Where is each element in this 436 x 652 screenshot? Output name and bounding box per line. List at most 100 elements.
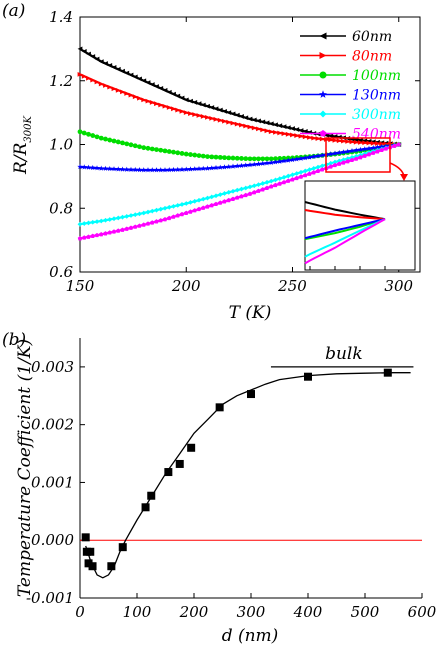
data-point-marker <box>345 139 351 144</box>
data-point-marker <box>205 204 210 209</box>
panel-b-x-tick-label: 200 <box>179 603 209 621</box>
data-point-marker <box>124 141 130 147</box>
panel-b-y-tick-label: 0.000 <box>31 531 74 549</box>
data-point-marker <box>107 562 116 571</box>
data-point-marker <box>77 163 83 170</box>
data-point-marker <box>281 179 287 185</box>
data-point-marker <box>247 390 255 399</box>
data-point-marker <box>86 131 91 137</box>
data-point-marker <box>375 141 380 146</box>
panel-b-x-ticks: 0 100 200 300 400 500 600 <box>75 593 436 621</box>
panel-a-y-ticks: 0.6 0.8 1.0 1.2 1.4 <box>49 8 420 281</box>
data-point-marker <box>332 159 338 165</box>
data-point-marker <box>132 212 138 218</box>
data-point-marker <box>213 154 219 160</box>
data-point-marker <box>358 154 363 160</box>
data-point-marker <box>137 223 142 228</box>
data-point-marker <box>273 129 278 135</box>
data-point-marker <box>332 150 338 156</box>
data-point-marker <box>256 118 261 124</box>
data-point-marker <box>345 148 351 154</box>
legend-item: 130nm <box>300 88 401 104</box>
data-point-marker <box>200 165 206 171</box>
data-point-marker <box>98 231 104 237</box>
data-point-marker <box>290 132 295 138</box>
data-point-marker <box>217 192 223 198</box>
data-point-marker <box>222 108 227 114</box>
data-point-marker <box>179 151 185 156</box>
data-point-marker <box>200 196 206 202</box>
series-line <box>79 47 399 146</box>
data-point-marker <box>107 137 113 143</box>
data-point-marker <box>111 138 117 144</box>
data-point-marker <box>273 182 278 188</box>
data-point-marker <box>128 213 134 218</box>
data-point-marker <box>162 217 168 222</box>
data-point-marker <box>175 459 184 468</box>
data-point-marker <box>302 172 308 178</box>
data-point-marker <box>145 98 151 104</box>
data-point-marker <box>166 166 172 173</box>
data-point-marker <box>230 196 236 201</box>
data-point-marker <box>98 165 104 171</box>
data-point-marker <box>234 163 240 169</box>
data-point-marker <box>222 155 227 161</box>
panel-a-x-tick-label: 200 <box>171 277 201 295</box>
series-line <box>79 143 400 226</box>
panel-a-y-axis-label-main: R/R <box>11 142 31 175</box>
data-point-marker <box>243 156 249 162</box>
series-540nm <box>77 142 402 241</box>
panel-b-x-tick-label: 300 <box>237 603 266 621</box>
data-point-marker <box>98 59 104 65</box>
data-point-marker <box>115 139 121 145</box>
data-point-marker <box>137 95 142 101</box>
data-point-marker <box>285 178 291 183</box>
data-point-marker <box>154 101 159 107</box>
data-point-marker <box>272 159 279 165</box>
data-point-marker <box>209 115 215 121</box>
panel-b-y-tick-label: 0.003 <box>31 358 74 376</box>
data-point-marker <box>200 102 206 108</box>
data-point-marker <box>298 174 304 179</box>
data-point-marker <box>243 162 249 168</box>
data-point-marker <box>162 167 168 173</box>
data-point-marker <box>196 206 202 212</box>
data-point-marker <box>379 143 385 150</box>
data-point-marker <box>166 89 172 95</box>
data-point-marker <box>213 201 219 207</box>
data-point-marker <box>183 166 189 172</box>
data-point-marker <box>217 117 223 123</box>
data-point-marker <box>196 153 202 158</box>
data-point-marker <box>166 204 172 210</box>
data-point-marker <box>336 149 342 156</box>
data-point-marker <box>353 156 359 161</box>
data-point-marker <box>213 193 219 199</box>
data-point-marker <box>277 181 283 186</box>
data-point-marker <box>164 468 173 477</box>
data-point-marker <box>141 145 147 151</box>
data-point-marker <box>215 403 224 412</box>
data-point-marker <box>120 68 125 74</box>
data-point-marker <box>366 152 372 157</box>
data-point-marker <box>243 115 249 121</box>
inset-lines <box>304 201 386 270</box>
legend-marker <box>319 130 327 137</box>
data-point-marker <box>239 122 244 128</box>
data-point-marker <box>332 162 338 168</box>
data-point-marker <box>213 164 219 171</box>
data-point-marker <box>115 228 121 233</box>
data-point-marker <box>149 100 155 105</box>
data-point-marker <box>209 202 215 208</box>
legend-label: 80nm <box>352 49 392 65</box>
data-point-marker <box>366 145 372 151</box>
data-point-marker <box>103 217 108 223</box>
data-point-marker <box>188 199 193 205</box>
data-point-marker <box>120 89 125 95</box>
inset-series-line <box>304 218 386 258</box>
panel-b-x-tick-label: 400 <box>293 603 323 621</box>
data-point-marker <box>302 134 308 140</box>
inset-series-line <box>304 201 386 221</box>
data-point-marker <box>132 166 138 173</box>
data-point-marker <box>98 135 104 141</box>
data-point-marker <box>188 152 193 157</box>
